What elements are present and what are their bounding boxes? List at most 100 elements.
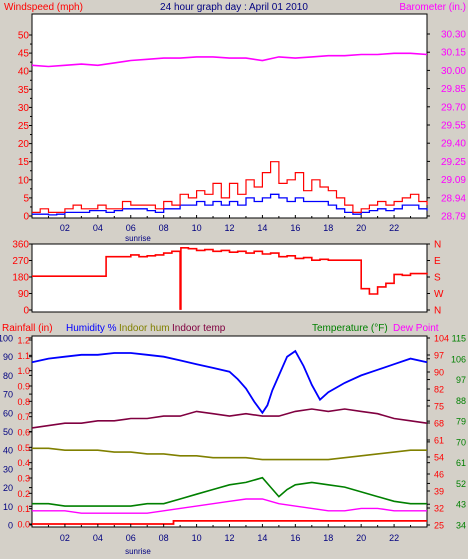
- legend-temperature: Temperature (°F): [312, 323, 388, 334]
- x-axis-ticks-top: 02 04 06 08 10 12 14 16 18 20 22: [47, 215, 412, 233]
- temperature-tick-label: 68: [434, 419, 444, 429]
- x-tick-label: 20: [356, 223, 366, 233]
- barometer-tick-label: 28.94: [441, 193, 466, 204]
- rainfall-tick-label: 1.1: [17, 351, 30, 361]
- direction-tick-label: 0: [23, 306, 29, 317]
- humidity-tick-label: 20: [3, 483, 13, 493]
- rainfall-tick-label: 0.6: [17, 428, 30, 438]
- wind-direction-plot-area: [31, 243, 428, 313]
- barometer-tick-label: 29.55: [441, 121, 466, 132]
- legend-indoor-temp: Indoor temp: [172, 323, 226, 334]
- temperature-tick-label-secondary: 52: [456, 479, 466, 489]
- barometer-tick-label: 30.00: [441, 66, 466, 77]
- humidity-tick-label: 100: [0, 334, 13, 344]
- temperature-ticks-secondary: 34 43 52 61 70 79 88 97 106 115: [427, 334, 466, 531]
- barometer-tick-label: 29.09: [441, 175, 466, 186]
- x-tick-label: 12: [224, 223, 234, 233]
- temperature-tick-label-secondary: 79: [456, 417, 466, 427]
- windspeed-ticks: 0 5 10 15 20 25 30 35 40 45 50: [18, 31, 32, 223]
- barometer-tick-label: 29.25: [441, 157, 466, 168]
- x-tick-label: 16: [290, 223, 300, 233]
- temperature-tick-label: 90: [434, 368, 444, 378]
- wind-direction-series: [32, 247, 428, 310]
- wind-direction-line: [32, 247, 428, 310]
- direction-tick-label: 90: [18, 289, 30, 300]
- rainfall-tick-label: 0.9: [17, 382, 30, 392]
- compass-tick-label: S: [434, 273, 441, 284]
- temperature-tick-label-secondary: 88: [456, 396, 466, 406]
- humidity-tick-label: 40: [3, 446, 13, 456]
- wind-barometer-series: [31, 52, 428, 216]
- sunrise-label-bottom: sunrise: [125, 547, 151, 556]
- x-tick-label: 10: [192, 223, 202, 233]
- barometer-tick-label: 30.15: [441, 48, 466, 59]
- windspeed-tick-label: 0: [23, 212, 29, 223]
- temperature-tick-label-secondary: 43: [456, 500, 466, 510]
- compass-tick-label: E: [434, 256, 441, 267]
- wind-barometer-panel: Windspeed (mph) 24 hour graph day : Apri…: [4, 2, 466, 243]
- rainfall-tick-label: 0.8: [17, 397, 30, 407]
- x-tick-label: 22: [389, 223, 399, 233]
- barometer-tick-label: 29.70: [441, 102, 466, 113]
- rainfall-axis-title: Rainfall (in): [2, 323, 53, 334]
- rainfall-ticks: 0.0 0.1 0.2 0.3 0.4 0.5 0.6 0.7 0.8 0.9 1.0 1.1 1.2: [17, 336, 32, 530]
- humidity-tick-label: 80: [3, 371, 13, 381]
- rainfall-line: [32, 520, 427, 525]
- rain-humidity-temp-panel: Rainfall (in) Humidity % Indoor hum Indo…: [0, 323, 466, 556]
- windspeed-tick-label: 5: [23, 193, 29, 204]
- x-tick-label: 08: [159, 223, 169, 233]
- rainfall-tick-label: 1.2: [17, 336, 30, 346]
- windspeed-axis-title: Windspeed (mph): [4, 2, 83, 13]
- rainfall-tick-label: 1.0: [17, 366, 30, 376]
- rainfall-tick-label: 0.4: [17, 458, 30, 468]
- rainfall-tick-label: 0.0: [17, 520, 30, 530]
- compass-tick-label: N: [434, 240, 441, 251]
- windspeed-tick-label: 10: [18, 175, 30, 186]
- sunrise-label-top: sunrise: [125, 234, 151, 243]
- windspeed-line: [32, 161, 428, 213]
- humidity-tick-label: 90: [3, 352, 13, 362]
- x-tick-label: 18: [323, 223, 333, 233]
- x-tick-label: 14: [257, 223, 267, 233]
- humidity-tick-label: 70: [3, 390, 13, 400]
- rain-humidity-temp-plot-area: [31, 335, 428, 528]
- indoor-temp-line: [31, 408, 428, 429]
- barometer-tick-label: 29.85: [441, 84, 466, 95]
- x-tick-label: 10: [192, 533, 202, 543]
- temperature-tick-label-secondary: 115: [452, 334, 466, 344]
- barometer-axis-title: Barometer (in.): [399, 2, 466, 13]
- x-tick-label: 08: [159, 533, 169, 543]
- direction-tick-label: 360: [12, 240, 29, 251]
- temperature-tick-label: 54: [434, 453, 444, 463]
- chart-title: 24 hour graph day : April 01 2010: [160, 2, 308, 13]
- barometer-line: [31, 52, 428, 68]
- x-tick-label: 06: [126, 533, 136, 543]
- rainfall-tick-label: 0.7: [17, 412, 30, 422]
- windspeed-tick-label: 15: [18, 157, 30, 168]
- x-tick-label: 04: [93, 533, 103, 543]
- rainfall-tick-label: 0.3: [17, 474, 30, 484]
- legend-indoor-hum: Indoor hum: [119, 323, 170, 334]
- x-tick-label: 16: [290, 533, 300, 543]
- barometer-ticks: 28.79 28.94 29.09 29.25 29.40 29.55 29.70 29.85…: [427, 30, 466, 223]
- rainfall-tick-label: 0.1: [17, 504, 30, 514]
- x-tick-label: 06: [126, 223, 136, 233]
- temperature-tick-label: 82: [434, 385, 444, 395]
- humidity-tick-label: 50: [3, 427, 13, 437]
- windspeed-tick-label: 30: [18, 103, 30, 114]
- x-tick-label: 02: [60, 223, 70, 233]
- rain-humidity-temp-series: [31, 349, 428, 525]
- x-tick-label: 20: [356, 533, 366, 543]
- direction-tick-label: 180: [12, 273, 29, 284]
- indoor-hum-line: [32, 447, 427, 461]
- barometer-tick-label: 30.30: [441, 30, 466, 41]
- windspeed-tick-label: 45: [18, 49, 30, 60]
- temperature-tick-label: 32: [434, 504, 444, 514]
- humidity-tick-label: 10: [3, 502, 13, 512]
- windspeed-tick-label: 20: [18, 139, 30, 150]
- x-tick-label: 14: [257, 533, 267, 543]
- temperature-line: [32, 476, 427, 507]
